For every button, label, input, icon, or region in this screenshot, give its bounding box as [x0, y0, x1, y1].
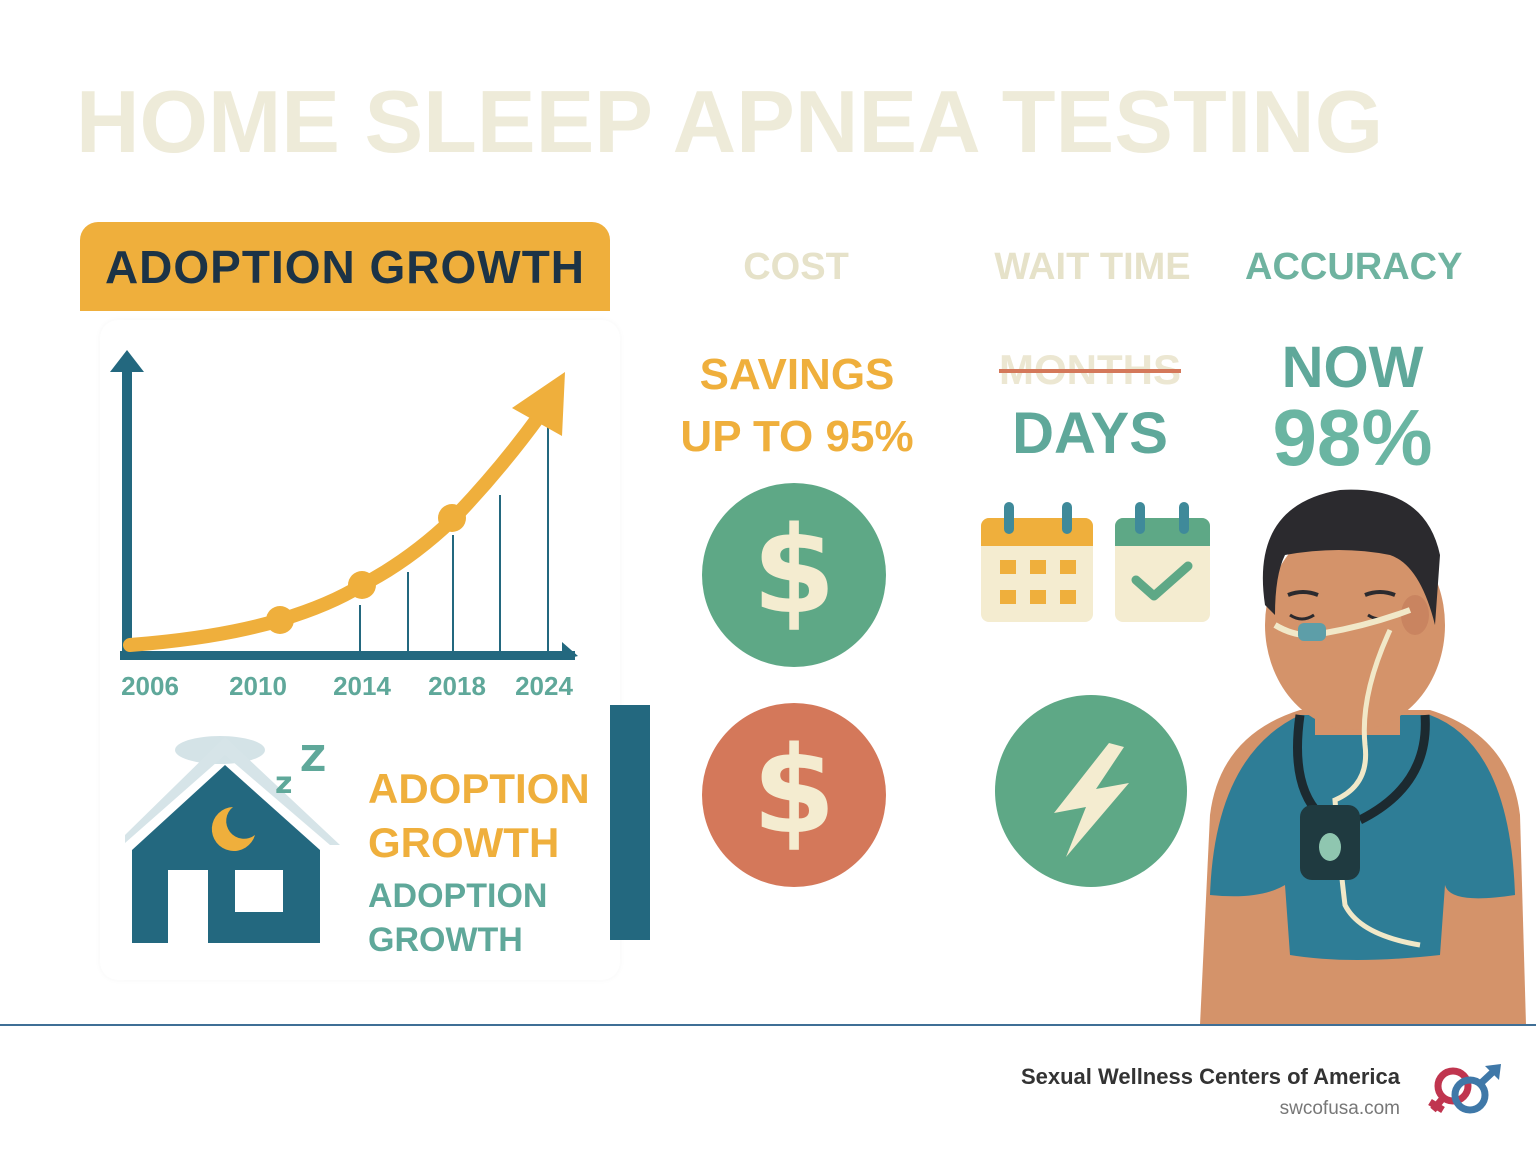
data-point	[348, 571, 376, 599]
svg-text:$: $	[752, 722, 836, 861]
x-tick-label: 2006	[121, 671, 179, 701]
days-label: DAYS	[1012, 401, 1168, 466]
accuracy-value: 98%	[1272, 393, 1433, 482]
adoption-chart: 2006 2010 2014 2018 2024	[110, 350, 578, 701]
footer-divider	[0, 1024, 1536, 1026]
data-point	[438, 504, 466, 532]
page-title: HOME SLEEP APNEA TESTING	[76, 72, 1384, 171]
cost-header: COST	[743, 246, 849, 288]
x-tick-label: 2014	[333, 671, 391, 701]
dollar-cost-icon: $	[702, 703, 886, 887]
svg-text:$: $	[752, 502, 836, 641]
data-point	[266, 606, 294, 634]
adoption-sub-2: GROWTH	[368, 921, 523, 959]
hair	[1262, 489, 1440, 625]
decorative-bar	[610, 705, 650, 940]
adoption-banner: ADOPTION GROWTH	[80, 222, 610, 311]
dollar-savings-icon: $	[702, 483, 886, 667]
lightning-icon	[995, 695, 1187, 887]
x-tick-label: 2010	[229, 671, 287, 701]
adoption-sub-1: ADOPTION	[368, 877, 548, 915]
adoption-label-1: ADOPTION	[368, 765, 590, 812]
y-axis	[110, 350, 144, 660]
wait-time-header: WAIT TIME	[994, 246, 1191, 288]
growth-curve	[123, 408, 547, 652]
moon-icon	[211, 807, 255, 851]
calendar-check-icon	[1115, 502, 1210, 622]
savings-value: UP TO 95%	[680, 412, 914, 461]
sleeping-person-illustration	[1200, 489, 1526, 1025]
now-label: NOW	[1281, 335, 1424, 400]
gender-symbols-logo	[1428, 1064, 1501, 1114]
footer-url[interactable]: swcofusa.com	[1279, 1098, 1400, 1119]
adoption-banner-label: ADOPTION GROWTH	[104, 240, 586, 293]
accuracy-header: ACCURACY	[1245, 246, 1463, 288]
svg-text:Z: Z	[300, 739, 326, 780]
calendar-icons	[981, 502, 1210, 622]
footer-org-name: Sexual Wellness Centers of America	[1020, 1064, 1400, 1089]
growth-arrowhead	[512, 372, 565, 436]
sleep-z-icon: z	[275, 766, 292, 801]
savings-label: SAVINGS	[699, 350, 895, 399]
x-tick-label: 2018	[428, 671, 486, 701]
adoption-label-2: GROWTH	[368, 819, 560, 866]
x-tick-label: 2024	[515, 671, 573, 701]
calendar-grid-icon	[981, 502, 1093, 622]
months-label: MONTHS	[999, 346, 1181, 393]
shirt	[1210, 715, 1515, 960]
house-icon: z Z	[125, 736, 340, 943]
x-axis	[120, 642, 578, 660]
